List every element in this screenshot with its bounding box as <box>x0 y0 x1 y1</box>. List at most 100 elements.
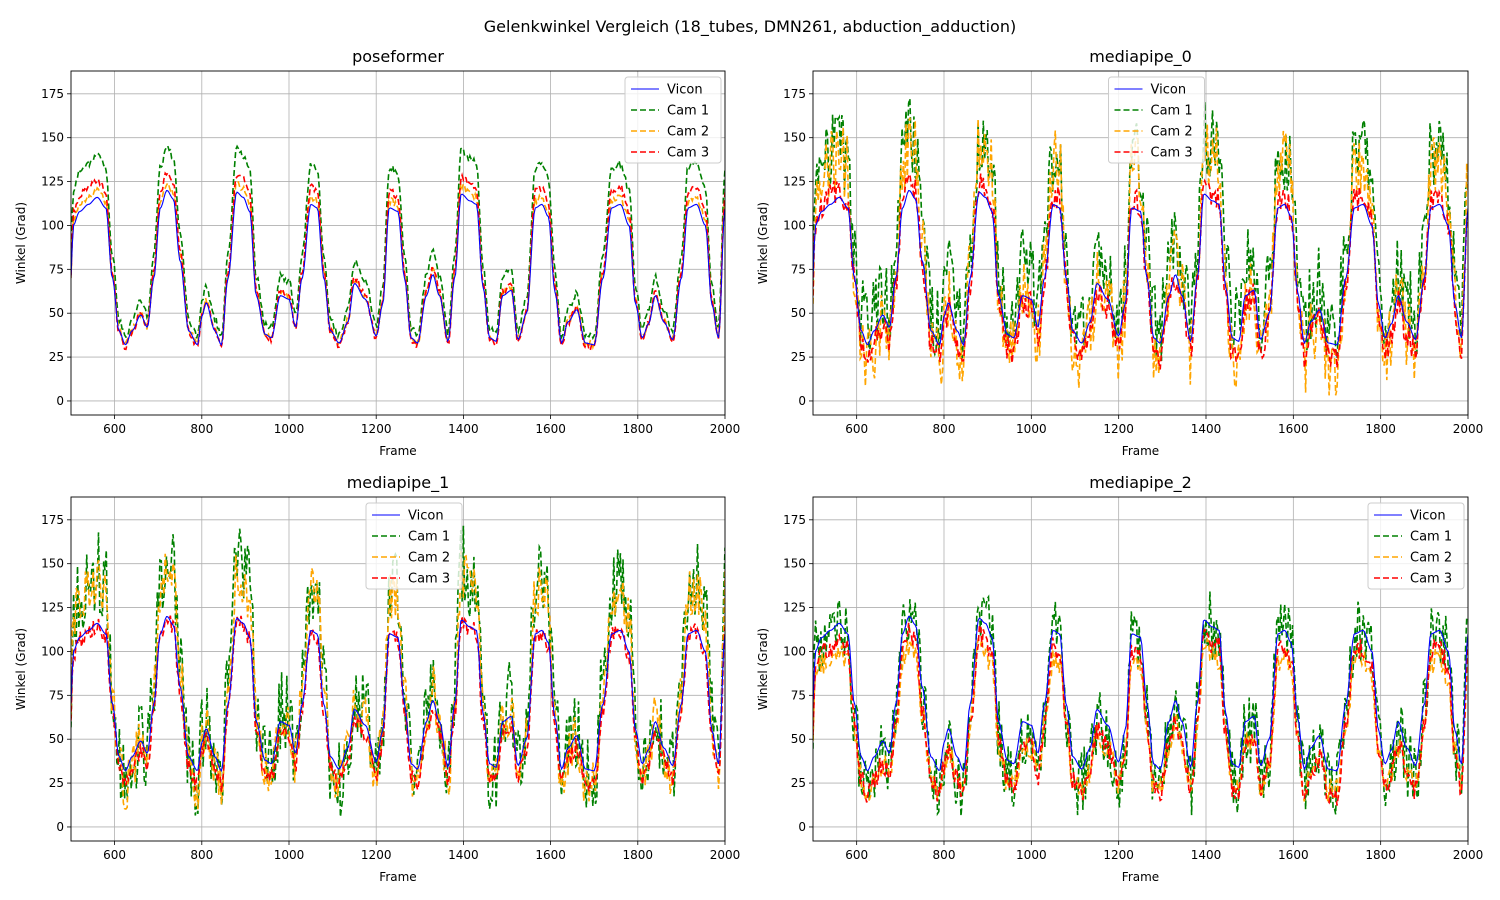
panel-mediapipe_0: 600 800 1000 1200 1400 1600 1800 2000 0 25 50 75 100… <box>756 47 1483 458</box>
x-tick-label: 1200 <box>1103 848 1134 862</box>
panel-mediapipe_1: 600 800 1000 1200 1400 1600 1800 2000 0 25 50 75 100… <box>14 473 740 884</box>
legend-label: Cam 3 <box>1151 146 1193 161</box>
y-tick-label: 50 <box>791 306 806 320</box>
x-tick-label: 800 <box>933 422 956 436</box>
legend-label: Cam 1 <box>408 530 450 545</box>
y-tick-label: 25 <box>791 350 806 364</box>
series-line-vicon <box>813 189 1468 347</box>
x-tick-label: 1200 <box>1103 422 1134 436</box>
y-tick-label: 100 <box>783 218 806 232</box>
legend-label: Vicon <box>667 83 703 98</box>
x-tick-label: 800 <box>190 848 213 862</box>
series-line-cam-1 <box>71 144 725 341</box>
axes-frame <box>812 70 1469 416</box>
x-tick-label: 1800 <box>623 848 654 862</box>
x-tick-label: 600 <box>845 848 868 862</box>
legend-box <box>365 502 463 590</box>
legend-label: Vicon <box>1151 83 1187 98</box>
x-tick-label: 1000 <box>1016 848 1047 862</box>
legend-box <box>624 76 722 164</box>
y-tick-label: 150 <box>41 557 64 571</box>
y-tick-label: 100 <box>41 644 64 658</box>
x-tick-label: 1600 <box>535 422 566 436</box>
panel-poseformer: 600 800 1000 1200 1400 1600 1800 2000 0 25 50 75 100… <box>14 47 740 458</box>
series-line-cam-3 <box>813 171 1468 370</box>
axes-frame <box>812 496 1469 842</box>
x-tick-label: 1800 <box>1365 422 1396 436</box>
x-axis-label: Frame <box>1122 870 1159 884</box>
y-axis-label: Winkel (Grad) <box>756 202 770 284</box>
y-tick-label: 175 <box>783 87 806 101</box>
legend-label: Cam 2 <box>667 125 709 140</box>
x-tick-label: 1400 <box>448 422 479 436</box>
x-tick-label: 800 <box>933 848 956 862</box>
x-tick-label: 1200 <box>361 848 392 862</box>
x-tick-label: 1600 <box>1278 422 1309 436</box>
x-tick-label: 2000 <box>1453 848 1484 862</box>
legend: Vicon Cam 1 Cam 2 Cam 3 <box>1108 76 1205 164</box>
y-tick-label: 175 <box>783 513 806 527</box>
x-tick-label: 2000 <box>710 422 741 436</box>
y-tick-label: 75 <box>791 688 806 702</box>
x-tick-label: 600 <box>845 422 868 436</box>
legend: Vicon Cam 1 Cam 2 Cam 3 <box>1367 502 1465 590</box>
x-tick-label: 2000 <box>1453 422 1484 436</box>
y-tick-label: 150 <box>41 131 64 145</box>
x-tick-label: 800 <box>190 422 213 436</box>
series-line-cam-1 <box>71 525 725 817</box>
legend-label: Cam 2 <box>1410 551 1452 566</box>
panel-title: poseformer <box>352 47 444 66</box>
y-tick-label: 125 <box>41 175 64 189</box>
y-tick-label: 175 <box>41 513 64 527</box>
legend-label: Cam 1 <box>667 104 709 119</box>
x-tick-label: 2000 <box>710 848 741 862</box>
x-tick-label: 1800 <box>623 422 654 436</box>
legend-label: Vicon <box>408 509 444 524</box>
x-tick-label: 1000 <box>1016 422 1047 436</box>
y-axis-label: Winkel (Grad) <box>14 628 28 710</box>
legend-label: Cam 3 <box>667 146 709 161</box>
figure-title: Gelenkwinkel Vergleich (18_tubes, DMN261… <box>484 17 1016 37</box>
y-tick-label: 75 <box>49 262 64 276</box>
y-tick-label: 50 <box>791 732 806 746</box>
y-tick-label: 25 <box>791 776 806 790</box>
x-tick-label: 1000 <box>274 848 305 862</box>
y-tick-label: 25 <box>49 776 64 790</box>
legend: Vicon Cam 1 Cam 2 Cam 3 <box>624 76 722 164</box>
x-axis-label: Frame <box>1122 444 1159 458</box>
legend-label: Cam 3 <box>408 572 450 587</box>
series-line-cam-1 <box>813 98 1468 362</box>
y-tick-label: 75 <box>49 688 64 702</box>
y-tick-label: 0 <box>798 394 806 408</box>
series-line-cam-3 <box>71 615 725 792</box>
legend-label: Cam 3 <box>1410 572 1452 587</box>
y-tick-label: 150 <box>783 557 806 571</box>
y-tick-label: 125 <box>783 175 806 189</box>
legend-box <box>1367 502 1465 590</box>
series-line-cam-3 <box>813 622 1468 806</box>
x-tick-label: 1400 <box>1191 422 1222 436</box>
panel-mediapipe_2: 600 800 1000 1200 1400 1600 1800 2000 0 25 50 75 100… <box>756 473 1483 884</box>
axes-frame <box>70 70 726 416</box>
series-line-cam-2 <box>71 551 725 811</box>
legend: Vicon Cam 1 Cam 2 Cam 3 <box>365 502 463 590</box>
y-tick-label: 50 <box>49 306 64 320</box>
x-tick-label: 1600 <box>1278 848 1309 862</box>
y-axis-label: Winkel (Grad) <box>14 202 28 284</box>
x-tick-label: 600 <box>103 422 126 436</box>
series-line-cam-2 <box>813 117 1468 396</box>
x-tick-label: 1800 <box>1365 848 1396 862</box>
x-tick-label: 1400 <box>1191 848 1222 862</box>
legend-label: Vicon <box>1410 509 1446 524</box>
series-line-cam-3 <box>71 171 725 352</box>
y-tick-label: 150 <box>783 131 806 145</box>
x-tick-label: 1400 <box>448 848 479 862</box>
series-line-vicon <box>71 615 725 773</box>
panel-title: mediapipe_0 <box>1089 47 1192 67</box>
panel-title: mediapipe_2 <box>1089 473 1192 493</box>
y-tick-label: 100 <box>783 644 806 658</box>
axes-frame <box>70 496 726 842</box>
y-axis-label: Winkel (Grad) <box>756 628 770 710</box>
y-tick-label: 0 <box>798 820 806 834</box>
